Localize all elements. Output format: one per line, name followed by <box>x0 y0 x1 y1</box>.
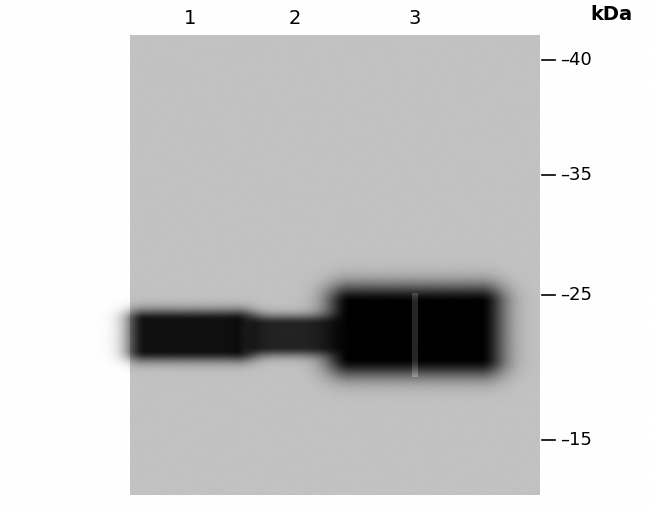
Text: kDa: kDa <box>590 5 632 24</box>
Text: 3: 3 <box>409 9 421 28</box>
Text: 2: 2 <box>289 9 301 28</box>
Text: 1: 1 <box>184 9 196 28</box>
Text: –15: –15 <box>560 431 592 449</box>
Text: –35: –35 <box>560 166 592 184</box>
Text: –40: –40 <box>560 51 592 69</box>
Text: –25: –25 <box>560 286 592 304</box>
